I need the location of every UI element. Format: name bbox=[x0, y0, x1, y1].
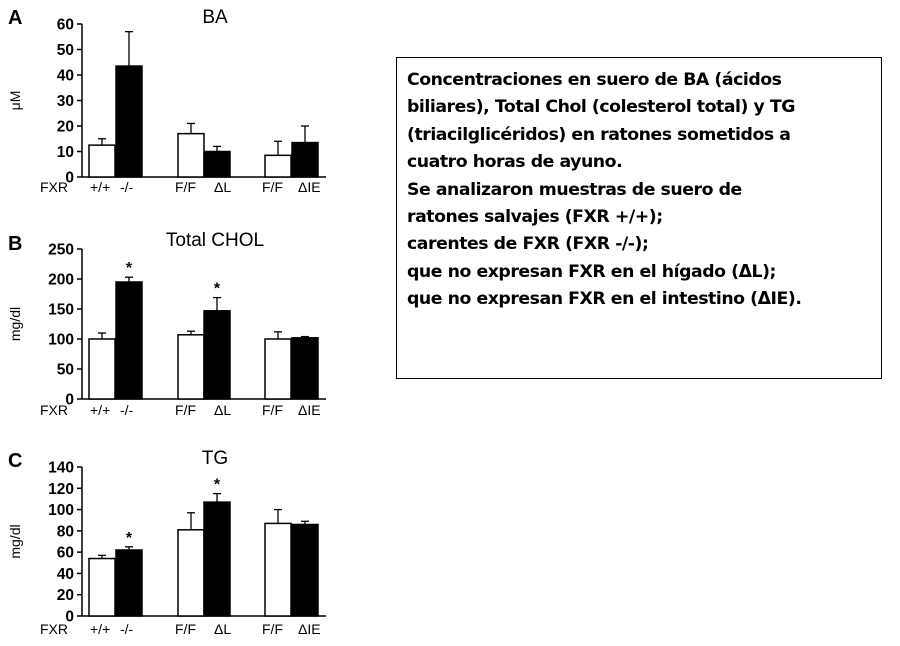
y-tick-label: 0 bbox=[65, 609, 74, 626]
y-tick-label: 100 bbox=[48, 502, 74, 519]
bar bbox=[203, 501, 231, 617]
y-tick-label: 0 bbox=[65, 392, 74, 409]
panel-letter: B bbox=[8, 233, 22, 255]
x-bar-label: ΔIE bbox=[298, 402, 321, 418]
y-tick-label: 30 bbox=[57, 93, 74, 110]
x-group-label: FXR bbox=[40, 179, 68, 195]
y-axis-label: μM bbox=[7, 91, 23, 111]
x-group-label: FXR bbox=[40, 402, 68, 418]
y-tick-label: 60 bbox=[57, 545, 74, 562]
chart-title: TG bbox=[202, 448, 228, 469]
y-axis-label: mg/dl bbox=[7, 307, 23, 341]
caption-line: Se analizaron muestras de suero de bbox=[407, 179, 742, 200]
x-bar-label: ΔIE bbox=[298, 621, 321, 637]
x-bar-label: +/+ bbox=[90, 621, 110, 637]
y-tick-label: 40 bbox=[57, 68, 74, 85]
x-bar-label: +/+ bbox=[90, 402, 110, 418]
y-tick-label: 20 bbox=[57, 119, 74, 136]
bar bbox=[291, 337, 319, 400]
y-tick-label: 60 bbox=[57, 17, 74, 34]
caption-line: que no expresan FXR en el intestino (ΔIE… bbox=[407, 289, 802, 310]
x-bar-label: ΔL bbox=[214, 402, 231, 418]
y-tick-label: 10 bbox=[57, 144, 74, 161]
significance-marker: * bbox=[214, 281, 221, 298]
y-axis-label: mg/dl bbox=[7, 524, 23, 558]
caption-line: ratones salvajes (FXR +/+); bbox=[407, 207, 663, 228]
bar bbox=[264, 154, 292, 178]
significance-marker: * bbox=[126, 260, 133, 277]
bar bbox=[177, 334, 205, 400]
bar bbox=[203, 310, 231, 400]
significance-marker: * bbox=[126, 530, 133, 547]
bar bbox=[115, 549, 143, 617]
x-group-label: F/F bbox=[175, 179, 196, 195]
x-group-label: F/F bbox=[262, 179, 283, 195]
caption-line: cuatro horas de ayuno. bbox=[407, 152, 623, 173]
y-tick-label: 100 bbox=[48, 332, 74, 349]
y-tick-label: 0 bbox=[65, 170, 74, 187]
y-tick-label: 120 bbox=[48, 481, 74, 498]
bar bbox=[115, 65, 143, 178]
x-group-label: F/F bbox=[175, 621, 196, 637]
x-bar-label: ΔL bbox=[214, 621, 231, 637]
caption-line: que no expresan FXR en el hígado (ΔL); bbox=[407, 261, 777, 282]
caption-line: biliares), Total Chol (colesterol total)… bbox=[407, 97, 795, 118]
bar bbox=[291, 523, 319, 617]
caption-box: Concentraciones en suero de BA (ácidos b… bbox=[396, 57, 882, 379]
x-group-label: F/F bbox=[262, 402, 283, 418]
bar bbox=[88, 338, 116, 400]
x-bar-label: -/- bbox=[120, 621, 134, 637]
y-tick-label: 140 bbox=[48, 460, 74, 477]
bar bbox=[177, 529, 205, 617]
x-bar-label: -/- bbox=[120, 402, 134, 418]
bar bbox=[115, 281, 143, 400]
y-tick-label: 80 bbox=[57, 523, 74, 540]
y-tick-label: 50 bbox=[57, 362, 74, 379]
bar bbox=[88, 144, 116, 178]
significance-marker: * bbox=[214, 477, 221, 494]
bar bbox=[177, 132, 205, 178]
x-bar-label: ΔL bbox=[214, 179, 231, 195]
x-group-label: FXR bbox=[40, 621, 68, 637]
x-bar-label: +/+ bbox=[90, 179, 110, 195]
caption-line: Concentraciones en suero de BA (ácidos bbox=[407, 70, 782, 90]
bar bbox=[291, 141, 319, 178]
y-tick-label: 150 bbox=[48, 302, 74, 319]
figure-panels: A BA μM 0 10 20 30 40 50 60 FXR F/F F/F +/+ -/- ΔL ΔIE B T… bbox=[7, 7, 326, 637]
panel-letter: C bbox=[8, 450, 22, 472]
y-tick-label: 250 bbox=[48, 242, 74, 259]
caption-line: (triacilglicéridos) en ratones sometidos… bbox=[407, 124, 791, 145]
y-tick-label: 40 bbox=[57, 566, 74, 583]
caption-line: carentes de FXR (FXR -/-); bbox=[407, 234, 649, 255]
chart-title: Total CHOL bbox=[166, 230, 264, 251]
x-group-label: F/F bbox=[262, 621, 283, 637]
x-bar-label: ΔIE bbox=[298, 179, 321, 195]
panel-letter: A bbox=[8, 7, 22, 29]
bar bbox=[203, 150, 231, 178]
x-group-label: F/F bbox=[175, 402, 196, 418]
bar bbox=[88, 557, 116, 617]
bar bbox=[264, 522, 292, 617]
bar bbox=[264, 338, 292, 400]
y-tick-label: 200 bbox=[48, 272, 74, 289]
x-bar-label: -/- bbox=[120, 179, 134, 195]
y-tick-label: 50 bbox=[57, 42, 74, 59]
y-tick-label: 20 bbox=[57, 587, 74, 604]
chart-title: BA bbox=[202, 7, 228, 28]
